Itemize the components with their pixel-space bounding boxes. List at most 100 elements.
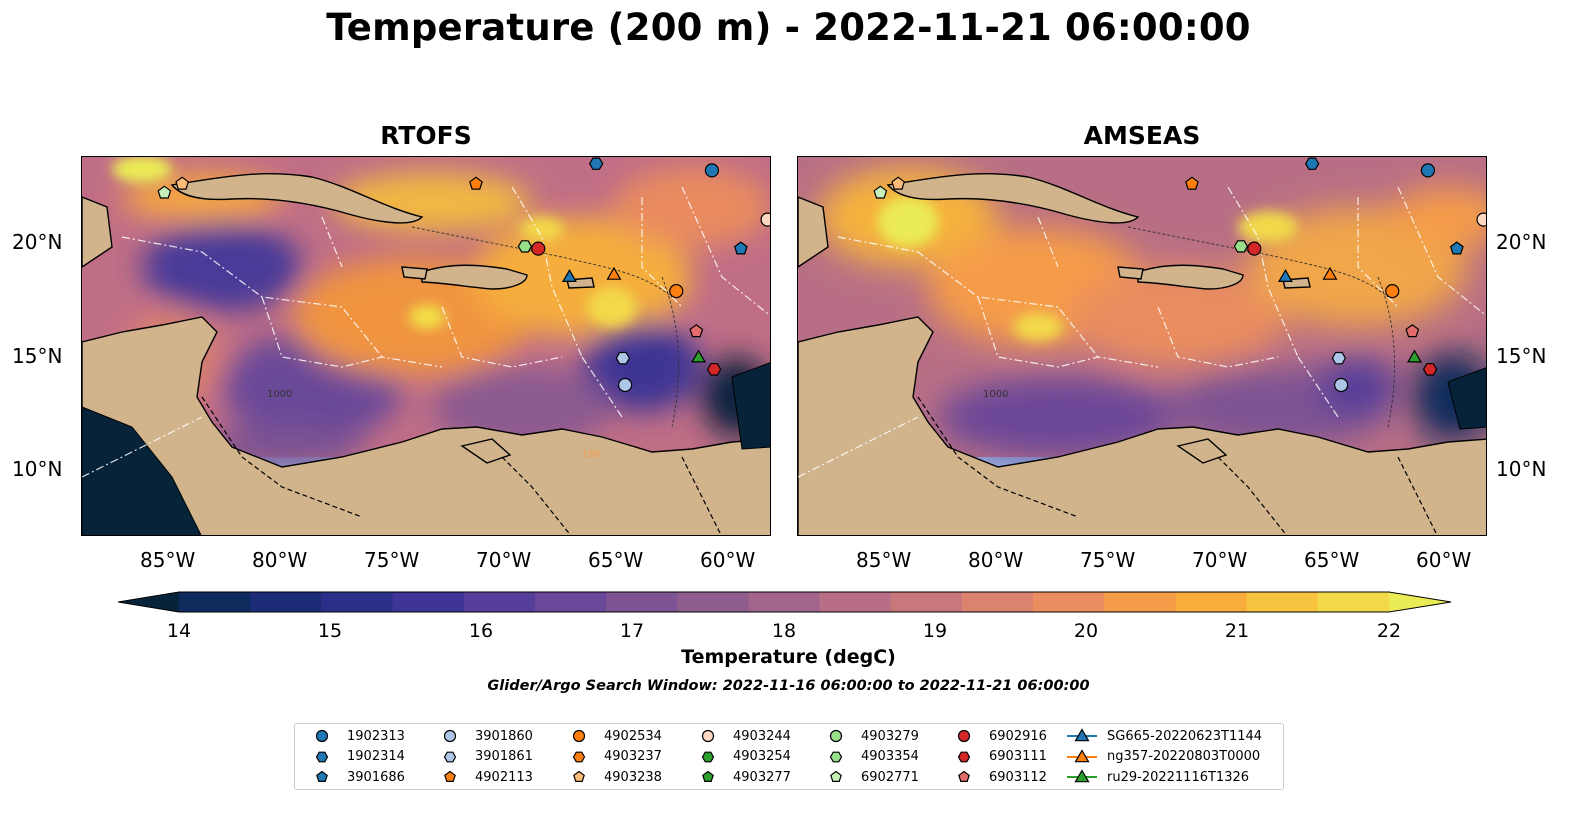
legend-marker-icon [315, 729, 329, 743]
marker-3901861 [615, 351, 631, 365]
legend-marker-icon [572, 729, 586, 743]
legend-item: 4903354 [819, 748, 919, 766]
colorbar-tick-label: 14 [166, 620, 192, 642]
marker-6903112 [1405, 324, 1420, 338]
marker-1902313 [1420, 163, 1436, 178]
marker-3901686 [733, 241, 748, 255]
legend-item: 6902916 [947, 727, 1047, 745]
legend-item: 4903277 [691, 768, 791, 786]
eez-boundaries [798, 186, 1486, 478]
legend-marker-icon [701, 751, 715, 762]
colorbar-segment [1033, 592, 1105, 612]
marker-3901860 [617, 377, 633, 393]
land [82, 173, 770, 535]
marker-6902916 [1247, 241, 1262, 256]
legend-label: SG665-20220623T1144 [1107, 728, 1263, 744]
legend-item: 4903244 [691, 727, 791, 745]
map-rtofs: 100 1000 [81, 156, 771, 536]
legend-item: ng357-20220803T0000 [1065, 748, 1260, 766]
colorbar-segment [392, 592, 465, 612]
colorbar-extend-min [118, 592, 179, 612]
legend-label: 4902534 [604, 728, 662, 744]
legend-marker-icon [957, 751, 971, 762]
legend-marker-icon [443, 751, 457, 762]
marker-4902534 [1385, 284, 1400, 299]
legend-marker-icon [829, 751, 843, 762]
legend-marker-icon [572, 751, 586, 762]
lat-tick-label: 15°N [12, 344, 63, 368]
marker-ng357-20220803T0000 [606, 266, 622, 280]
lon-tick-label: 75°W [364, 548, 420, 572]
legend-item: 1902313 [305, 727, 405, 745]
lat-tick-label: 10°N [1496, 457, 1547, 481]
marker-6902916 [531, 241, 546, 256]
legend-marker-icon [443, 729, 457, 743]
colorbar-tick-label: 19 [922, 620, 948, 642]
marker-3901860 [1333, 377, 1349, 393]
marker-6903111 [706, 363, 722, 376]
lat-tick-label: 15°N [1496, 344, 1547, 368]
colorbar-segment [819, 592, 892, 612]
legend-marker-icon [702, 770, 714, 782]
colorbar-label: Temperature (degC) [681, 646, 896, 668]
legend-marker-icon [1067, 748, 1097, 762]
lon-tick-label: 70°W [476, 548, 532, 572]
legend-item: 4903238 [562, 768, 662, 786]
colorbar-tick-label: 21 [1224, 620, 1250, 642]
legend-marker-icon [444, 770, 456, 782]
marker-1902313 [704, 163, 720, 178]
legend-item: ru29-20221116T1326 [1065, 768, 1249, 786]
lon-tick-label: 85°W [140, 548, 196, 572]
marker-ru29-20221116T1326 [1407, 349, 1423, 363]
marker-4903354 [1233, 240, 1249, 253]
marker-3901861 [1331, 351, 1347, 365]
legend-label: 4903279 [861, 728, 919, 744]
legend-label: 3901860 [475, 728, 533, 744]
colorbar-segment [1317, 592, 1390, 612]
legend-label: 4903354 [861, 749, 919, 764]
marker-1902314 [589, 157, 604, 170]
markers [873, 157, 1486, 393]
marker-4903238 [891, 176, 906, 190]
colorbar [118, 591, 1452, 613]
land [798, 173, 1486, 535]
legend-marker-icon [573, 770, 585, 782]
borders [201, 396, 722, 535]
figure-title: Temperature (200 m) - 2022-11-21 06:00:0… [326, 6, 1251, 49]
colorbar-segment [677, 592, 750, 612]
marker-6903111 [1422, 363, 1438, 376]
lon-tick-label: 75°W [1080, 548, 1136, 572]
contour-label: 1000 [983, 389, 1008, 400]
colorbar-segment [606, 592, 678, 612]
legend-label: 6902771 [861, 769, 919, 785]
colorbar-segment [463, 592, 536, 612]
marker-SG665-20220623T1144 [1277, 268, 1293, 283]
legend-marker-icon [829, 729, 843, 743]
lon-tick-label: 65°W [1304, 548, 1360, 572]
map-rtofs-svg: 100 1000 [82, 157, 770, 535]
legend-label: 6903112 [989, 769, 1047, 785]
legend-item: 4903279 [819, 727, 919, 745]
marker-4903244 [1476, 212, 1486, 227]
legend-marker-icon [315, 751, 329, 762]
lon-tick-label: 70°W [1192, 548, 1248, 572]
search-window-subtitle: Glider/Argo Search Window: 2022-11-16 06… [487, 678, 1090, 694]
legend-label: ng357-20220803T0000 [1107, 749, 1261, 764]
borders [917, 396, 1438, 535]
dark-ocean-regions [1447, 367, 1486, 430]
colorbar-tick-label: 16 [468, 620, 494, 642]
lon-tick-label: 80°W [968, 548, 1024, 572]
marker-SG665-20220623T1144 [561, 268, 577, 283]
legend-label: 3901686 [347, 769, 405, 785]
legend-item: 6903111 [947, 748, 1047, 766]
colorbar-segment [534, 592, 607, 612]
marker-4903238 [175, 176, 190, 190]
lon-tick-label: 60°W [1416, 548, 1472, 572]
legend-item: 6903112 [947, 768, 1047, 786]
legend-label: 6902916 [989, 728, 1047, 744]
contours [411, 226, 679, 428]
legend-item: 3901686 [305, 768, 405, 786]
marker-1902314 [1305, 157, 1320, 170]
colorbar-outline [118, 591, 1452, 613]
legend-label: 6903111 [989, 749, 1047, 764]
